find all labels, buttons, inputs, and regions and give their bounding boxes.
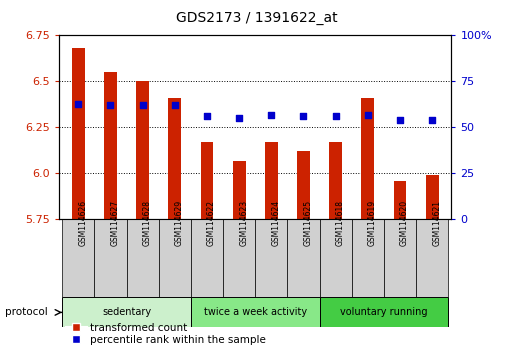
Text: GSM114626: GSM114626 (78, 200, 87, 246)
Text: twice a week activity: twice a week activity (204, 307, 307, 318)
Bar (297, 152, 310, 219)
Text: voluntary running: voluntary running (340, 307, 428, 318)
Bar (352, 219, 384, 297)
Legend: transformed count, percentile rank within the sample: transformed count, percentile rank withi… (62, 318, 270, 349)
Text: GSM114618: GSM114618 (336, 200, 345, 246)
Bar (168, 98, 181, 219)
Point (396, 117, 404, 123)
Text: GSM114627: GSM114627 (110, 200, 120, 246)
Point (331, 114, 340, 119)
Bar (320, 219, 352, 297)
Bar (287, 219, 320, 297)
Bar (62, 297, 191, 327)
Bar (136, 81, 149, 219)
Bar (94, 219, 127, 297)
Bar (361, 98, 374, 219)
Point (171, 103, 179, 108)
Bar (159, 219, 191, 297)
Bar (223, 219, 255, 297)
Text: GSM114628: GSM114628 (143, 200, 152, 246)
Point (300, 114, 308, 119)
Bar (104, 72, 117, 219)
Bar (416, 219, 448, 297)
Bar (201, 142, 213, 219)
Bar (329, 142, 342, 219)
Text: GSM114629: GSM114629 (175, 200, 184, 246)
Bar (62, 219, 94, 297)
Text: protocol: protocol (5, 307, 48, 318)
Point (106, 103, 114, 108)
Point (364, 112, 372, 118)
Bar (393, 181, 406, 219)
Bar (233, 161, 246, 219)
Text: GSM114621: GSM114621 (432, 200, 441, 246)
Bar (265, 142, 278, 219)
Bar (127, 219, 159, 297)
Bar (191, 219, 223, 297)
Text: GSM114625: GSM114625 (304, 200, 312, 246)
Text: GSM114620: GSM114620 (400, 200, 409, 246)
Point (139, 103, 147, 108)
Bar (191, 297, 320, 327)
Text: GSM114624: GSM114624 (271, 200, 280, 246)
Point (267, 112, 275, 118)
Point (235, 115, 243, 121)
Text: GSM114619: GSM114619 (368, 200, 377, 246)
Bar (320, 297, 448, 327)
Point (74, 101, 83, 106)
Bar (72, 48, 85, 219)
Point (203, 114, 211, 119)
Bar (426, 175, 439, 219)
Point (428, 117, 436, 123)
Text: sedentary: sedentary (102, 307, 151, 318)
Bar (384, 219, 416, 297)
Bar (255, 219, 287, 297)
Text: GSM114623: GSM114623 (239, 200, 248, 246)
Text: GSM114622: GSM114622 (207, 200, 216, 246)
Text: GDS2173 / 1391622_at: GDS2173 / 1391622_at (175, 11, 338, 25)
